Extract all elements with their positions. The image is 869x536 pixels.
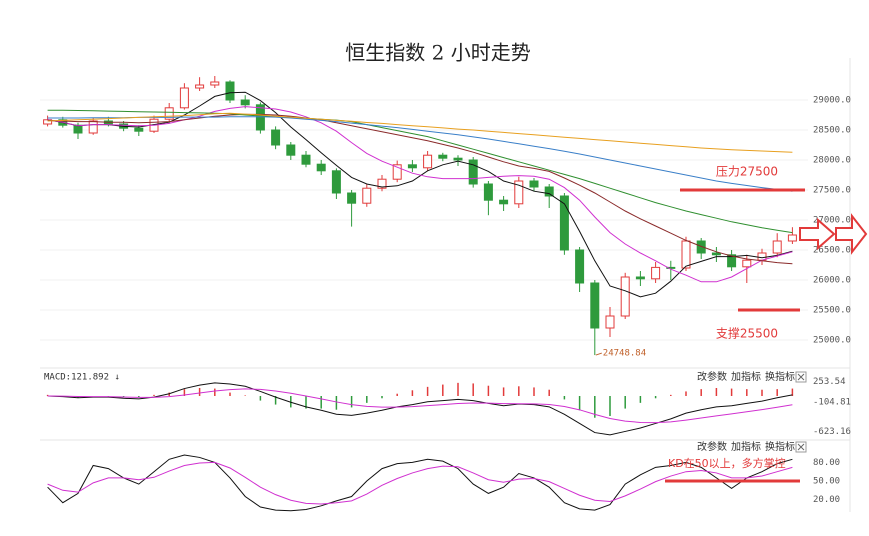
candle-body [499,199,509,205]
y-tick-label: 27000.0 [813,216,851,226]
indicator-line [47,454,793,512]
candle-body [240,99,250,106]
indicator-line [47,388,793,424]
y-tick-label: 27500.0 [813,186,851,196]
close-icon [797,443,805,451]
control-button: 改参数 [697,440,727,453]
candle-body [468,159,478,185]
plot-layer: 25000.0 25500.0 26000.0 26500.0 27000.0 27500… [40,76,851,512]
candle-body [407,164,417,169]
indicator-line [47,112,793,153]
y-tick-label: 26500.0 [813,246,851,256]
candle-body [666,266,676,269]
candle-body [164,107,174,120]
indicator-line [47,461,793,505]
y-tick-label: 28500.0 [813,126,851,136]
candle-body [347,192,357,204]
candle-body [316,163,326,172]
candle-body [787,234,797,242]
control-button: 换指标 [765,440,795,453]
arrow-icon [835,213,868,255]
candle-body [711,252,721,256]
annotation-text: 压力27500 [716,165,778,179]
annotation-text: KD在50以上，多方掌控 [668,456,786,470]
candle-body [88,120,98,134]
candle-body [696,240,706,254]
candle-body [423,154,433,169]
annotation-text: 支撑25500 [716,326,778,341]
close-icon [797,373,805,381]
y-tick-label: 28000.0 [813,156,851,166]
control-button: 加指标 [731,370,761,383]
chart-title: 恒生指数 2 小时走势 [345,41,530,65]
control-button: 改参数 [697,370,727,383]
candle-body [742,259,752,268]
candle-body [301,154,311,165]
y-tick-label: 253.54 [813,377,846,387]
candle-body [514,180,524,205]
control-button: 加指标 [731,440,761,453]
y-tick-label: 26000.0 [813,276,851,286]
candle-body [635,276,645,280]
candle-body [438,154,448,159]
y-tick-label: 20.00 [813,495,840,505]
indicator-line [47,106,793,283]
control-button: 换指标 [765,370,795,383]
candle-body [651,266,661,280]
candle-body [134,127,144,132]
low-label: 24748.84 [603,349,646,359]
candle-body [331,170,341,194]
candle-body [73,124,83,134]
candle-body [377,178,387,189]
candle-body [179,87,189,109]
candle-body [590,282,600,329]
candle-body [225,81,235,101]
y-tick-label: 50.00 [813,477,840,487]
candle-body [559,195,569,251]
y-tick-label: 80.00 [813,458,840,468]
candle-body [286,144,296,156]
indicator-line [47,116,793,192]
candle-body [195,84,205,89]
candle-body [483,183,493,201]
y-tick-label: -104.81 [813,397,851,407]
y-tick-label: 29000.0 [813,96,851,106]
indicator-line [47,109,793,234]
indicator-line [47,113,793,265]
candle-body [620,276,630,317]
panel-title: MACD:121.892 ↓ [44,373,120,383]
candle-body [544,186,554,197]
candle-body [605,315,615,329]
arrow-icon [799,217,836,251]
y-tick-label: -623.16 [813,427,851,437]
candle-body [772,240,782,254]
candle-body [362,187,372,204]
candle-body [453,157,463,161]
y-tick-label: 25000.0 [813,336,851,346]
candle-body [255,104,265,131]
y-tick-label: 25500.0 [813,306,851,316]
candle-body [392,164,402,180]
low-pointer [595,352,602,356]
candle-body [575,249,585,284]
candle-body [210,81,220,86]
indicator-line [47,382,793,436]
candle-body [271,129,281,146]
candle-body [529,180,539,188]
indicator-line [47,91,793,298]
candle-body [727,254,737,268]
candle-body [681,240,691,269]
